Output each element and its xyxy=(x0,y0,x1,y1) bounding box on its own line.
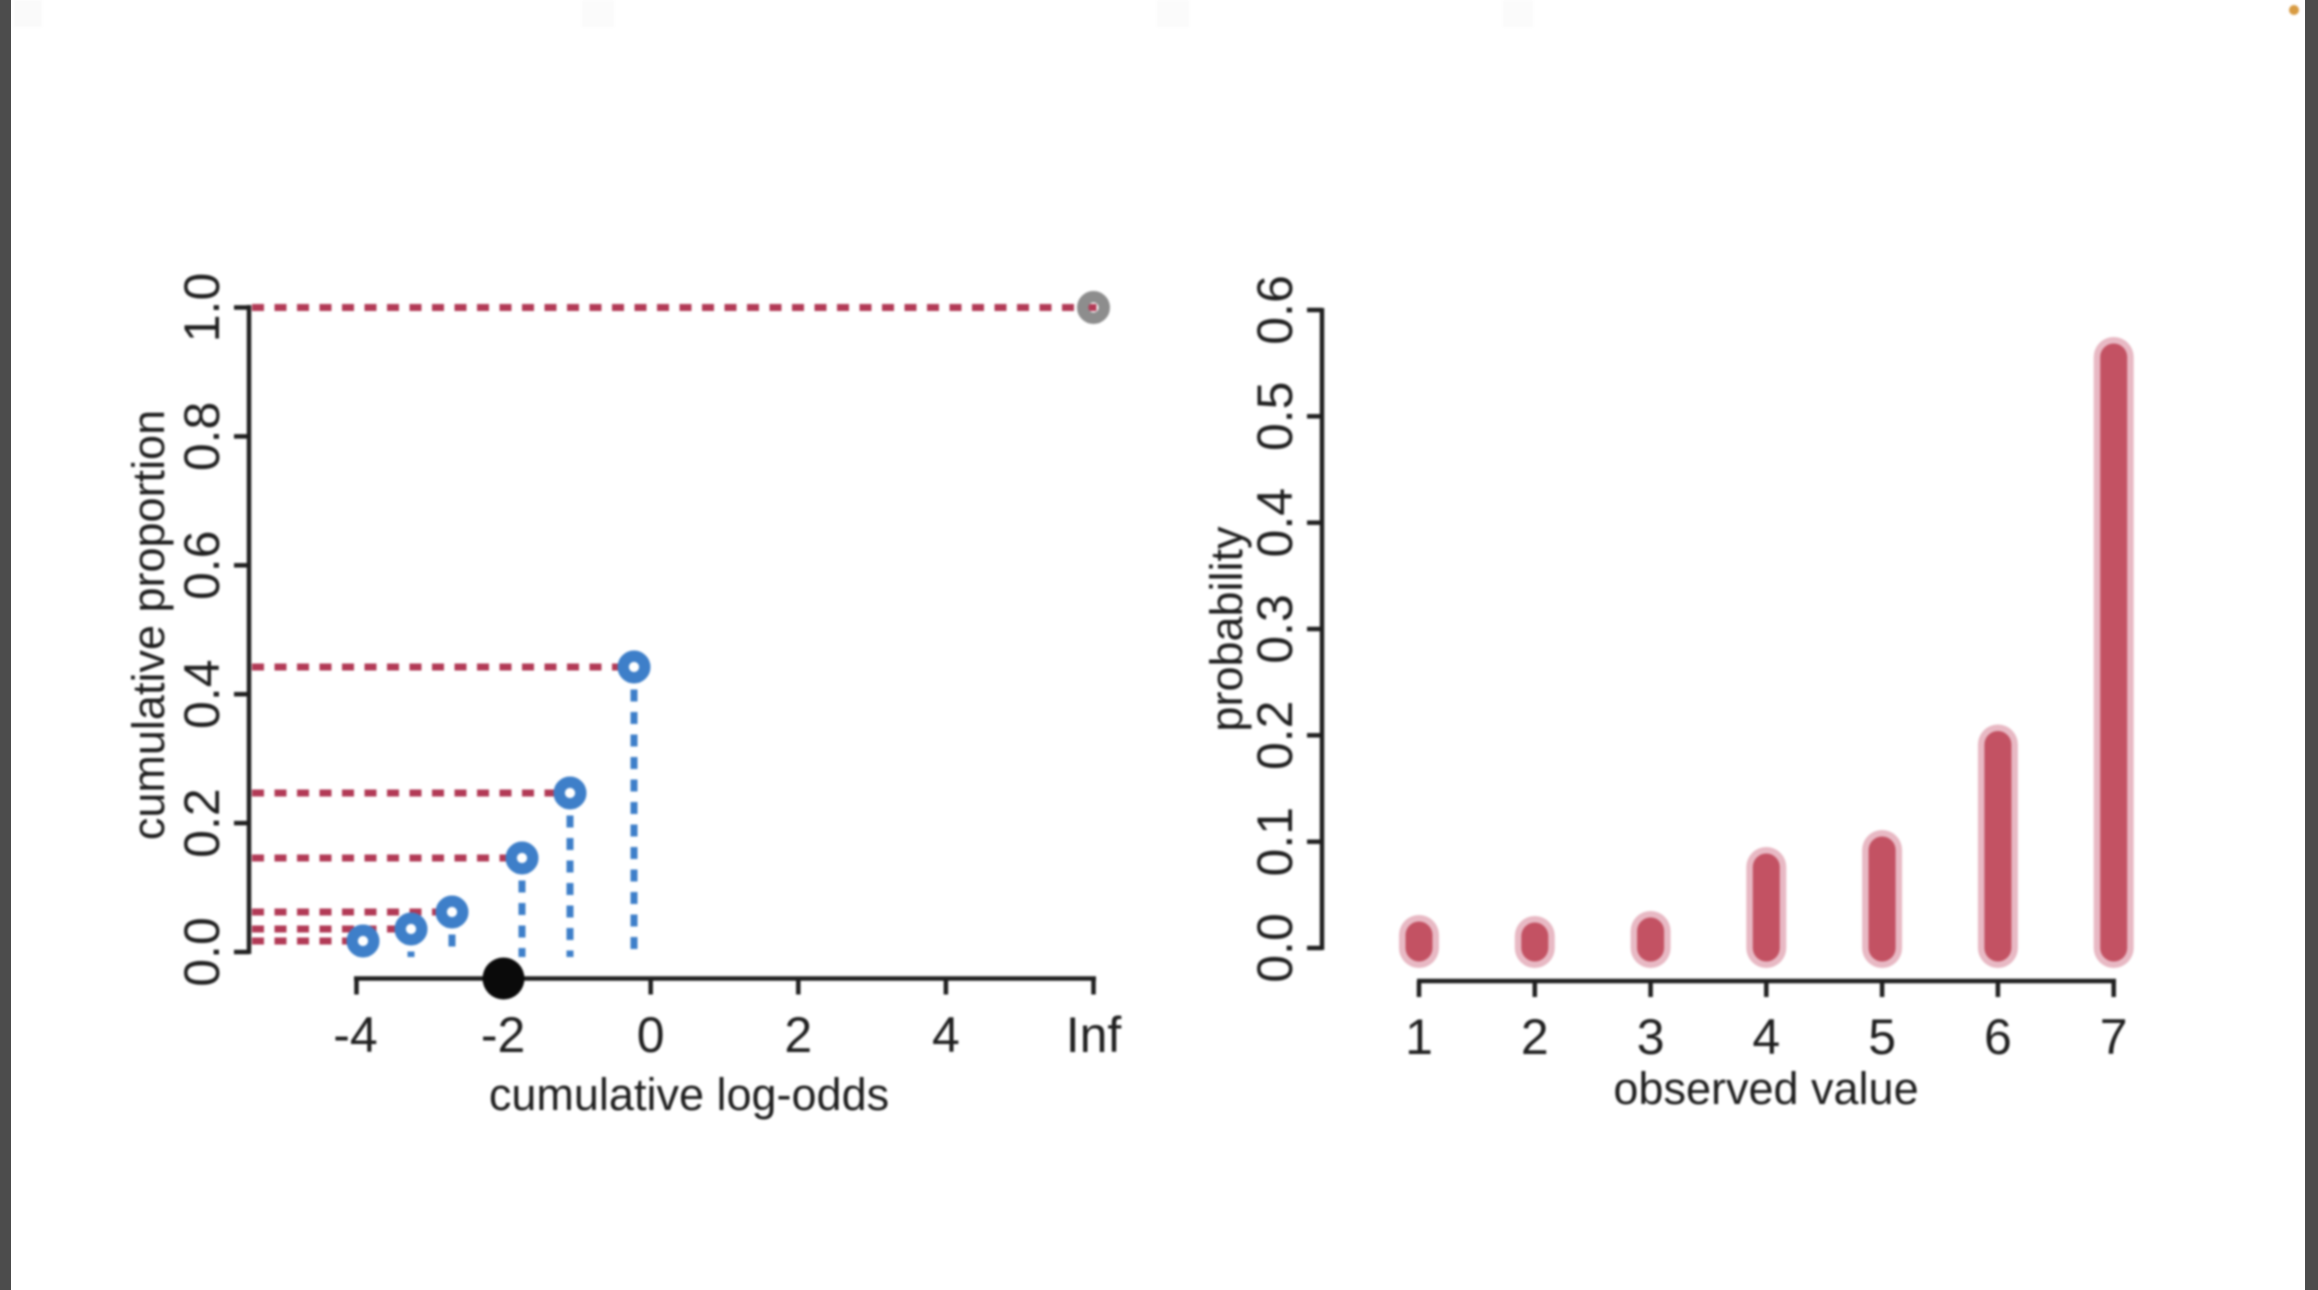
svg-text:4: 4 xyxy=(1752,1009,1780,1065)
svg-text:cumulative log-odds: cumulative log-odds xyxy=(489,1069,889,1120)
svg-text:0.2: 0.2 xyxy=(1247,701,1303,771)
svg-text:0: 0 xyxy=(637,1007,665,1063)
svg-text:cumulative proportion: cumulative proportion xyxy=(123,410,174,840)
svg-text:2: 2 xyxy=(1521,1009,1549,1065)
svg-text:0.1: 0.1 xyxy=(1247,807,1303,877)
svg-text:0.3: 0.3 xyxy=(1247,594,1303,664)
svg-text:0.6: 0.6 xyxy=(1247,275,1303,345)
svg-text:0.4: 0.4 xyxy=(1247,488,1303,558)
svg-text:7: 7 xyxy=(2100,1009,2128,1065)
svg-text:2: 2 xyxy=(784,1007,812,1063)
svg-text:0.0: 0.0 xyxy=(174,917,230,987)
svg-text:0.5: 0.5 xyxy=(1247,382,1303,452)
svg-text:-2: -2 xyxy=(481,1007,525,1063)
svg-text:observed value: observed value xyxy=(1613,1063,1918,1114)
svg-text:Inf: Inf xyxy=(1066,1007,1122,1063)
svg-text:5: 5 xyxy=(1868,1009,1896,1065)
svg-text:0.6: 0.6 xyxy=(174,531,230,601)
svg-text:0.4: 0.4 xyxy=(174,659,230,729)
svg-text:4: 4 xyxy=(932,1007,960,1063)
svg-text:0.0: 0.0 xyxy=(1247,913,1303,983)
svg-text:3: 3 xyxy=(1637,1009,1665,1065)
svg-text:probability: probability xyxy=(1201,526,1252,732)
svg-text:0.2: 0.2 xyxy=(174,788,230,858)
svg-text:6: 6 xyxy=(1984,1009,2012,1065)
svg-text:1.0: 1.0 xyxy=(174,273,230,343)
svg-text:1: 1 xyxy=(1405,1009,1433,1065)
svg-text:-4: -4 xyxy=(333,1007,377,1063)
svg-text:0.8: 0.8 xyxy=(174,402,230,472)
